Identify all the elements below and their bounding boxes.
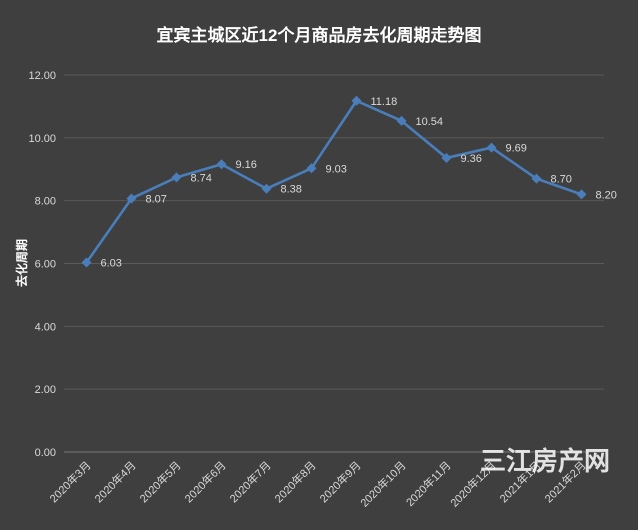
data-label: 8.20 — [596, 189, 617, 201]
x-tick-label: 2020年9月 — [317, 458, 364, 505]
data-point — [441, 152, 452, 163]
chart-title: 宜宾主城区近12个月商品房去化周期走势图 — [157, 25, 482, 45]
data-point — [306, 163, 317, 174]
data-label: 8.07 — [146, 193, 167, 205]
data-point — [126, 193, 137, 204]
data-label: 8.70 — [551, 174, 572, 186]
data-point — [576, 189, 587, 200]
y-tick-label: 12.00 — [28, 70, 56, 82]
y-tick-label: 0.00 — [35, 447, 56, 459]
x-tick-label: 2020年8月 — [272, 458, 319, 505]
y-tick-label: 4.00 — [35, 321, 56, 333]
data-label: 9.69 — [506, 143, 527, 155]
data-point — [351, 95, 362, 106]
x-tick-label: 2020年7月 — [227, 458, 274, 505]
x-tick-label: 2020年3月 — [47, 458, 94, 505]
data-label: 11.18 — [371, 96, 398, 108]
data-point — [486, 142, 497, 153]
data-point — [261, 183, 272, 194]
data-point — [171, 172, 182, 183]
data-point — [396, 115, 407, 126]
y-axis-label: 去化周期 — [14, 239, 29, 287]
series-line — [85, 99, 582, 264]
y-axis-ticks: 0.00 2.00 4.00 6.00 8.00 10.00 12.00 — [28, 70, 56, 459]
data-label: 9.03 — [326, 163, 347, 175]
grid-lines — [64, 74, 604, 453]
watermark: 三江房产网 — [480, 447, 610, 477]
data-point — [531, 173, 542, 184]
y-tick-label: 2.00 — [35, 384, 56, 396]
x-tick-label: 2020年11月 — [403, 458, 454, 509]
data-label: 10.54 — [416, 116, 444, 128]
data-label: 8.74 — [191, 172, 212, 184]
data-labels: 6.03 8.07 8.74 9.16 8.38 9.03 11.18 10.54 9.36 9.… — [101, 96, 617, 270]
x-tick-label: 2020年6月 — [182, 458, 229, 505]
data-label: 8.38 — [281, 184, 302, 196]
x-tick-label: 2020年5月 — [137, 458, 184, 505]
y-tick-label: 6.00 — [35, 259, 56, 271]
series-line-group — [81, 95, 587, 268]
data-point — [216, 159, 227, 170]
y-tick-label: 8.00 — [35, 196, 56, 208]
data-label: 9.16 — [236, 159, 257, 171]
y-tick-label: 10.00 — [28, 133, 56, 145]
data-point — [81, 257, 92, 268]
data-label: 6.03 — [101, 258, 122, 270]
x-tick-label: 2020年10月 — [357, 458, 408, 509]
x-tick-label: 2020年4月 — [92, 458, 139, 505]
data-label: 9.36 — [461, 153, 482, 165]
